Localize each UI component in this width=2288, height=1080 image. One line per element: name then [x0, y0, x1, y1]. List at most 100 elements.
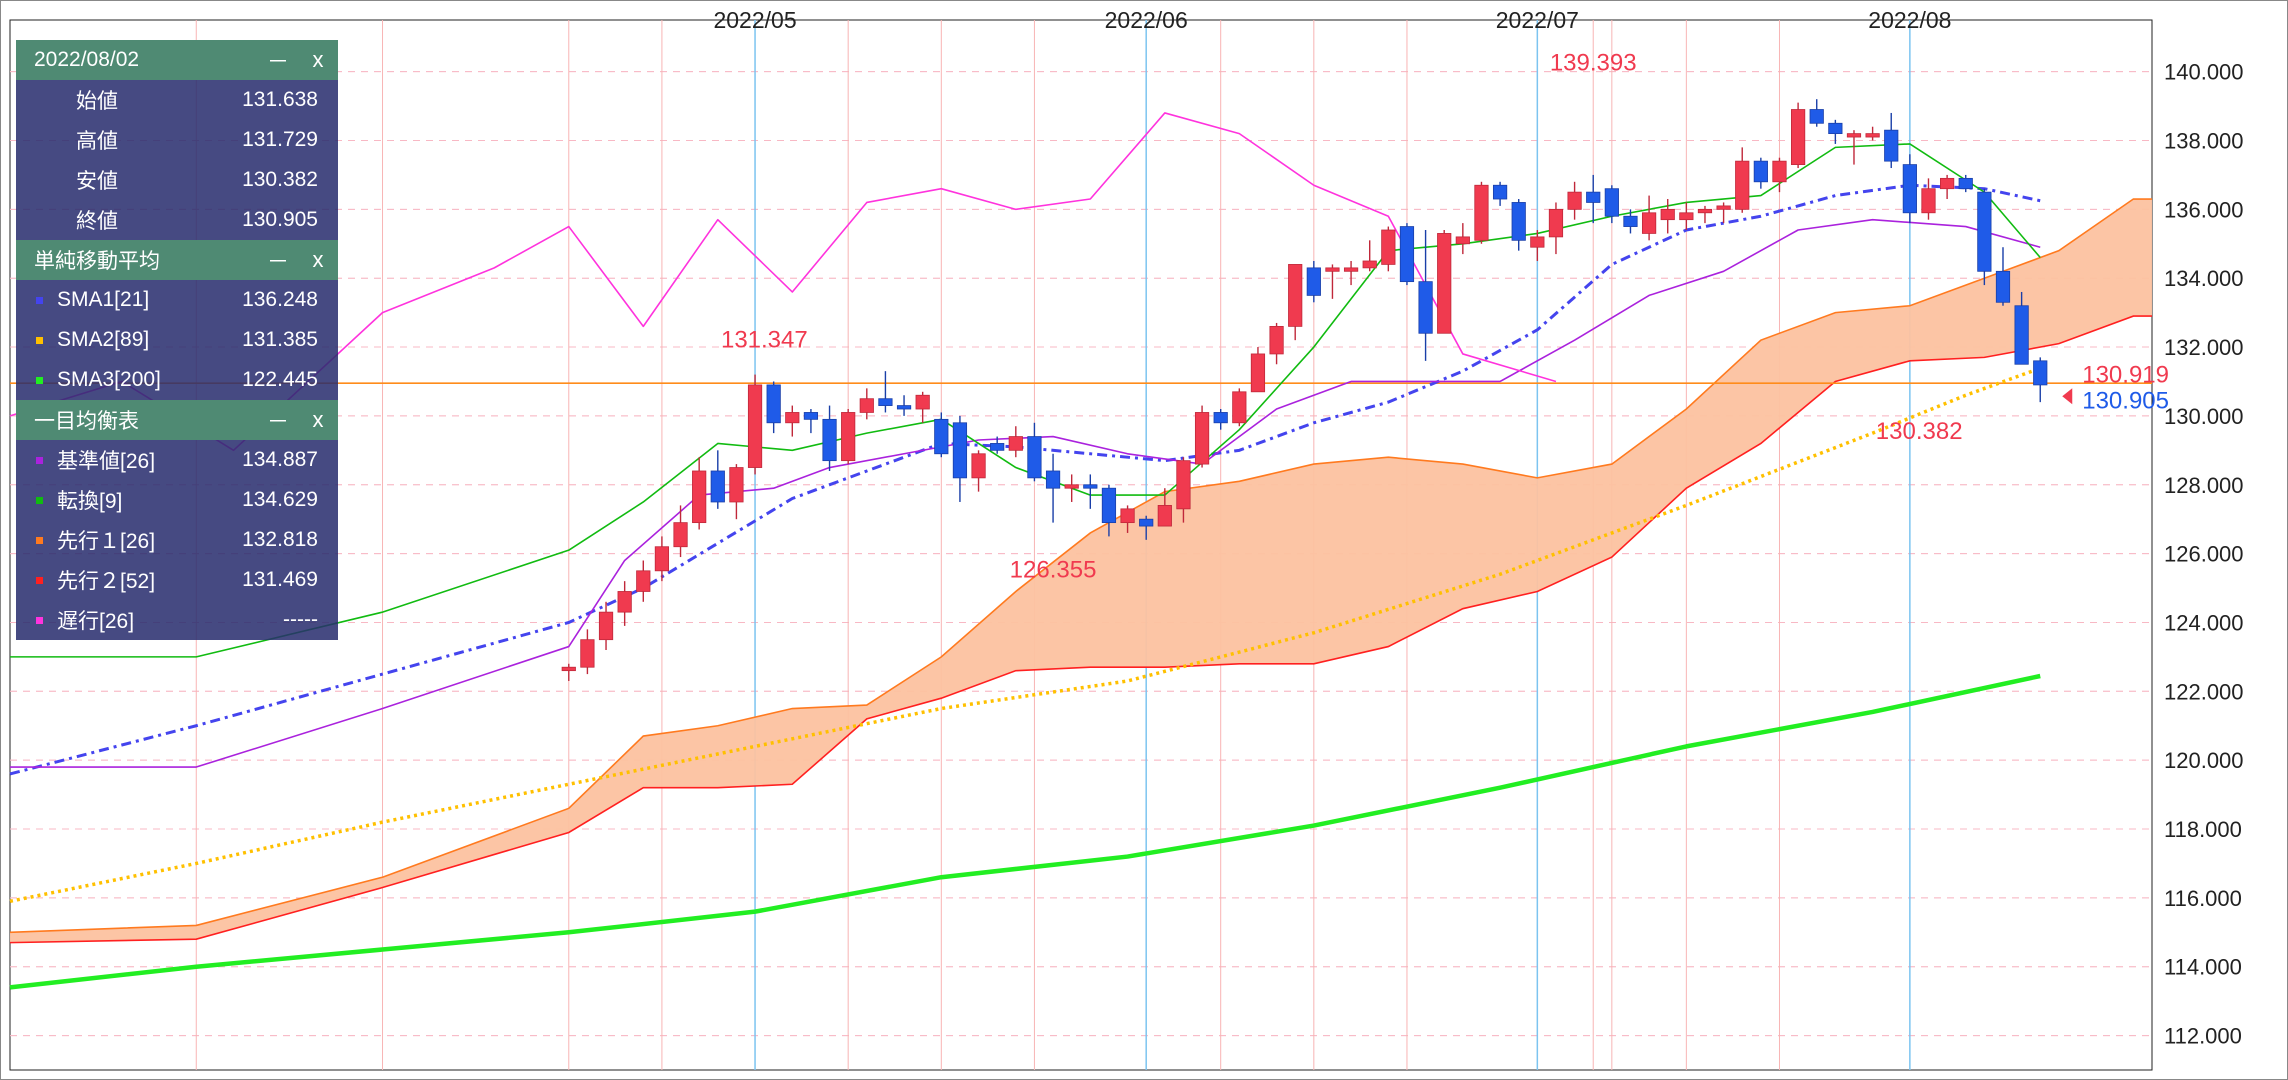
panel-row: 遅行[26] ----- [16, 600, 338, 640]
panel-row: 安値 130.382 [16, 160, 338, 200]
row-value: 131.729 [242, 128, 318, 151]
row-value: 130.905 [242, 208, 318, 231]
minimize-button[interactable]: － [266, 249, 289, 274]
row-label: SMA3[200] [57, 368, 161, 391]
candle-body [1716, 205, 1731, 210]
y-tick-label: 126.000 [2164, 542, 2244, 567]
candle-body [1586, 191, 1601, 203]
row-value: 134.629 [242, 488, 318, 511]
candle-body [1567, 191, 1582, 210]
legend-marker [36, 616, 43, 624]
row-label: 高値 [76, 130, 118, 153]
candle-body [934, 418, 949, 455]
candle-body [1604, 188, 1619, 217]
candle-body [1269, 325, 1284, 355]
candle-body [1790, 109, 1806, 165]
candle-body [1492, 184, 1508, 200]
candle-body [1232, 391, 1247, 424]
panel-row: SMA3[200] 122.445 [16, 360, 338, 400]
candle-body [1437, 233, 1452, 334]
row-label: 終値 [76, 210, 118, 233]
row-label: 基準値[26] [57, 450, 156, 473]
panel-row: 終値 130.905 [16, 200, 338, 240]
series-line [10, 218, 2041, 768]
y-tick-label: 134.000 [2164, 266, 2244, 291]
close-button[interactable]: x [312, 47, 324, 72]
price-annotation: 130.382 [1876, 418, 1963, 445]
y-tick-label: 136.000 [2164, 197, 2244, 222]
row-label: 安値 [76, 170, 118, 193]
minimize-button[interactable]: － [266, 49, 289, 74]
candle-body [1045, 470, 1061, 489]
month-label: 2022/07 [1496, 7, 1579, 33]
candle-body [1530, 236, 1545, 248]
candle-body [1083, 484, 1098, 489]
candle-body [915, 394, 930, 410]
row-label: 遅行[26] [57, 610, 135, 633]
candle-body [1511, 202, 1526, 241]
row-label: 始値 [76, 90, 118, 113]
minimize-button[interactable]: － [266, 409, 289, 434]
candle-body [2033, 360, 2048, 386]
candle-body [1120, 508, 1135, 524]
panel-row: SMA2[89] 131.385 [16, 320, 338, 360]
candle-body [1828, 122, 1843, 135]
y-tick-label: 120.000 [2164, 748, 2244, 773]
candle-body [1474, 184, 1489, 241]
senkou-span-2-line [9, 315, 2152, 944]
candle-body [785, 412, 800, 424]
candle-body [1753, 160, 1768, 183]
panel-row: 基準値[26] 134.887 [16, 440, 338, 480]
senkou-span-1-line [9, 198, 2152, 934]
candle-body [1679, 212, 1694, 221]
month-label: 2022/05 [713, 7, 796, 33]
price-annotation: 139.393 [1550, 50, 1637, 77]
candle-body [1288, 264, 1303, 327]
panel-row: 高値 131.729 [16, 120, 338, 160]
y-tick-label: 124.000 [2164, 610, 2244, 635]
candle-body [561, 666, 576, 672]
row-value: 132.818 [242, 528, 318, 551]
candle-body [636, 570, 651, 592]
candle-body [878, 398, 893, 406]
close-button[interactable]: x [312, 247, 324, 272]
candle-body [1660, 208, 1675, 221]
candle-body [1362, 260, 1377, 269]
candle-body [1697, 208, 1713, 214]
candle-body [1381, 229, 1396, 265]
legend-marker [36, 576, 43, 584]
candle-body [1343, 267, 1359, 272]
legend-marker [36, 376, 43, 384]
candle-body [580, 639, 595, 668]
row-value: 122.445 [242, 368, 318, 391]
candle-body [1213, 412, 1228, 424]
candle-body [2014, 305, 2029, 365]
series-line [9, 673, 2041, 990]
panel-row: 先行１[26] 132.818 [16, 520, 338, 560]
candle-body [1735, 160, 1750, 210]
candle-body [952, 422, 968, 479]
legend-marker [36, 336, 43, 344]
panel-row: 転換[9] 134.629 [16, 480, 338, 520]
y-tick-label: 140.000 [2164, 60, 2244, 85]
candle-body [598, 611, 614, 641]
ichimoku-panel-title: 一目均衡表 [34, 410, 139, 433]
row-value: 131.385 [242, 328, 318, 351]
candle-body [822, 418, 837, 462]
row-value: 131.469 [242, 568, 318, 591]
y-tick-label: 122.000 [2164, 679, 2244, 704]
candle-body [1995, 270, 2011, 303]
candle-body [1623, 215, 1638, 227]
candle-body [990, 443, 1005, 451]
ohlc-panel: 2022/08/02 － x 始値 131.638 高値 131.729 安値 … [16, 40, 338, 640]
row-value: ----- [283, 608, 318, 631]
candle-body [1176, 460, 1191, 510]
candle-body [1194, 412, 1210, 465]
panel-row: 先行２[52] 131.469 [16, 560, 338, 600]
sma-panel-title: 単純移動平均 [34, 250, 160, 273]
candle-body [1902, 164, 1917, 214]
price-annotation: 131.347 [721, 327, 808, 354]
legend-marker [36, 496, 43, 504]
close-button[interactable]: x [312, 407, 324, 432]
